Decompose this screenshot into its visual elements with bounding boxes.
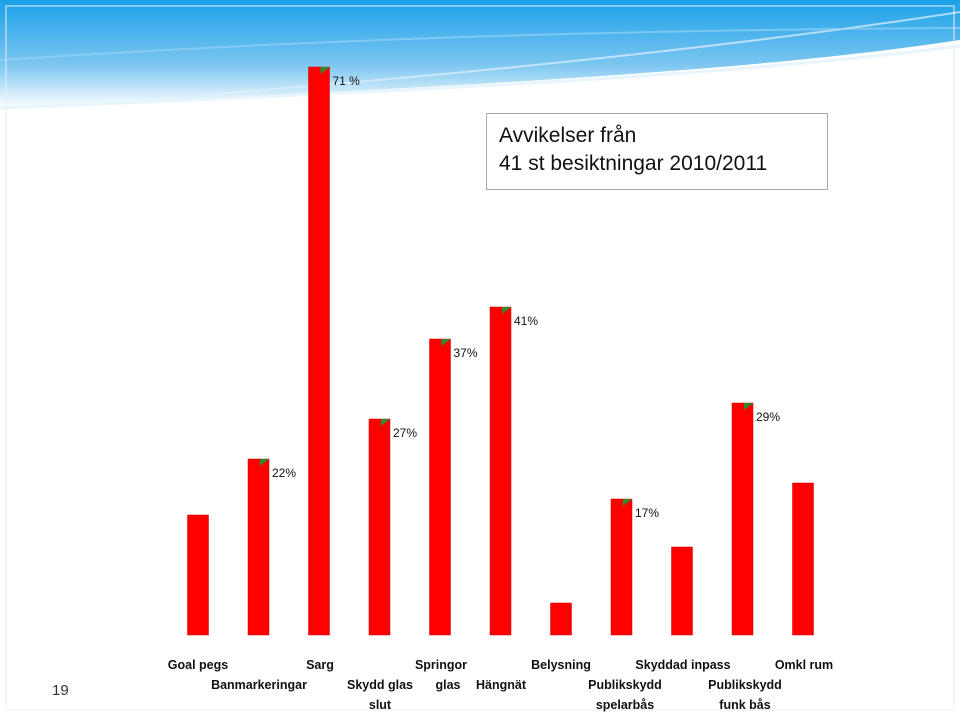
bar-springor-glas: [429, 338, 451, 636]
category-label: Goal pegs: [167, 658, 229, 672]
bar-goal-pegs: [187, 514, 209, 636]
data-label-marker: [623, 499, 632, 506]
data-label: 17%: [635, 506, 659, 520]
category-label: Sarg: [306, 658, 334, 672]
data-label: 29%: [756, 410, 780, 424]
bar-sarg: [308, 66, 330, 636]
data-label-marker: [744, 403, 753, 410]
bar-publikskydd-funk-b-s: [731, 402, 754, 636]
slide-number: 19: [52, 682, 69, 699]
category-label: Springor glas: [414, 658, 468, 692]
category-label: Skyddad inpass: [635, 658, 731, 672]
bar-belysning: [550, 602, 572, 636]
bar-banmarkeringar: [247, 458, 270, 636]
chart-title-line-1: Avvikelser från: [499, 124, 637, 147]
chart-title-box: Avvikelser från 41 st besiktningar 2010/…: [486, 113, 828, 190]
data-label-marker: [441, 339, 451, 346]
category-label: Belysning: [531, 658, 591, 672]
data-label: 22%: [272, 466, 296, 480]
data-label: 37%: [454, 346, 478, 360]
bar-omkl-rum: [792, 482, 814, 636]
data-label-marker: [502, 307, 511, 314]
category-label: Skydd glas slut: [347, 678, 413, 712]
data-label: 71 %: [333, 74, 361, 88]
category-label: Publikskydd spelarbås: [588, 678, 662, 712]
data-label-marker: [381, 419, 390, 426]
bar-publikskydd-spelarb-s: [610, 498, 633, 636]
chart-title-line-2: 41 st besiktningar 2010/2011: [499, 152, 768, 175]
data-label: 27%: [393, 426, 417, 440]
bar-skydd-glas-slut: [368, 418, 391, 636]
data-label-marker: [260, 459, 269, 466]
category-label: Hängnät: [476, 678, 526, 692]
category-label: Banmarkeringar: [211, 678, 307, 692]
bar-skyddad-inpass: [671, 546, 693, 636]
data-label-marker: [320, 67, 330, 74]
data-label: 41%: [514, 314, 538, 328]
category-label: Publikskydd funk bås: [708, 678, 782, 712]
bar-h-ngn-t: [489, 306, 512, 636]
category-label: Omkl rum: [774, 658, 834, 672]
